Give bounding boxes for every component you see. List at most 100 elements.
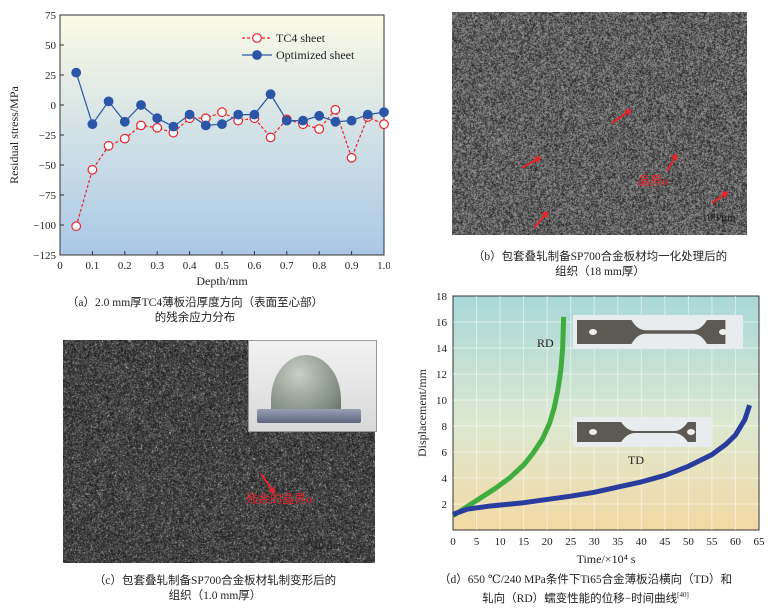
y-tick-label: 25	[45, 70, 57, 82]
data-point-tc4	[346, 152, 357, 163]
data-point-tc4	[265, 132, 276, 143]
x-tick-label: 0.4	[183, 260, 197, 272]
grain-boundary-label: 晶界α	[638, 174, 669, 188]
x-tick-label: 5	[474, 536, 480, 548]
series-label-rd: RD	[537, 336, 554, 350]
caption-a-line2: 的残余应力分布	[154, 312, 236, 324]
data-point-tc4	[119, 133, 130, 144]
x-tick-label: 0.8	[312, 260, 326, 272]
data-point-tc4	[71, 221, 82, 232]
data-point-optimized	[200, 120, 211, 131]
specimen-hole	[589, 329, 597, 335]
x-tick-label: 10	[495, 536, 507, 548]
data-point-optimized	[152, 113, 163, 124]
x-axis-label: Depth/mm	[196, 274, 248, 288]
tensile-specimen	[577, 422, 696, 442]
data-point-tc4	[136, 120, 146, 131]
data-point-optimized	[184, 109, 195, 120]
micrograph-c: 残余的晶界α 10 μm	[63, 340, 377, 563]
x-tick-label: 65	[754, 536, 766, 548]
specimen-hole	[687, 429, 695, 435]
y-tick-label: 0	[51, 100, 57, 112]
legend-marker	[252, 33, 262, 43]
y-tick-label: 75	[45, 10, 57, 22]
y-tick-label: 4	[442, 473, 448, 485]
x-tick-label: 35	[612, 536, 624, 548]
scale-bar-label: 10 μm	[313, 540, 342, 552]
caption-c-line2: 组织（1.0 mm厚）	[168, 590, 262, 602]
plot-area	[59, 14, 385, 256]
x-tick-label: 45	[659, 536, 671, 548]
series-curve-td	[452, 404, 752, 517]
legend-label: TC4 sheet	[276, 31, 326, 45]
data-point-optimized	[281, 115, 292, 126]
x-tick-label: 20	[542, 536, 554, 548]
y-tick-label: −100	[33, 220, 56, 232]
x-tick-label: 0	[450, 536, 456, 548]
series-curve-rd	[451, 316, 567, 518]
x-tick-label: 30	[589, 536, 601, 548]
x-tick-label: 0.5	[215, 260, 229, 272]
data-point-optimized	[233, 109, 244, 120]
y-axis-label: Residual stress/MPa	[7, 85, 21, 183]
data-point-tc4	[87, 164, 98, 175]
data-point-optimized	[249, 109, 260, 120]
x-tick-label: 0.3	[150, 260, 164, 272]
y-tick-label: 14	[436, 343, 448, 355]
data-point-tc4	[330, 104, 341, 115]
x-tick-label: 0.7	[280, 260, 294, 272]
specimen-hole	[589, 429, 597, 435]
data-point-optimized	[168, 121, 179, 132]
data-point-optimized	[330, 116, 341, 127]
caption-d-line2: 轧向（RD）蠕变性能的位移−时间曲线	[482, 592, 678, 605]
y-tick-label: 16	[436, 317, 448, 329]
data-point-optimized	[314, 110, 325, 121]
x-tick-label: 0.2	[118, 260, 132, 272]
y-tick-label: −75	[39, 190, 57, 202]
tensile-specimen	[577, 320, 726, 344]
series-label-td: TD	[628, 453, 644, 467]
data-point-tc4	[217, 107, 227, 118]
caption-d-reference: [40]	[677, 591, 689, 599]
x-tick-label: 0.6	[248, 260, 262, 272]
y-tick-label: 6	[442, 447, 448, 459]
caption-b-line1: （b）包套叠轧制备SP700合金板材均一化处理后的	[472, 251, 728, 263]
data-point-optimized	[265, 89, 276, 100]
caption-a: （a）2.0 mm厚TC4薄板沿厚度方向（表面至心部） 的残余应力分布	[0, 296, 390, 326]
legend-label: Optimized sheet	[276, 48, 355, 62]
x-tick-label: 55	[706, 536, 718, 548]
legend-marker	[252, 50, 262, 60]
caption-b: （b）包套叠轧制备SP700合金板材均一化处理后的 组织（18 mm厚）	[420, 250, 771, 280]
x-tick-label: 15	[518, 536, 530, 548]
data-point-optimized	[136, 100, 146, 110]
x-tick-label: 1.0	[377, 260, 390, 272]
caption-d-line1: （d）650 ℃/240 MPa条件下Ti65合金薄板沿横向（TD）和	[439, 574, 732, 586]
data-point-optimized	[298, 115, 308, 126]
data-point-optimized	[103, 96, 114, 107]
data-point-optimized	[379, 107, 389, 118]
creep-displacement-chart: 0 5 10 15 20 25 30 35 40 45 50 55 60 65 2 4 6 8 10 12 14 16 18…	[415, 291, 766, 566]
data-point-optimized	[71, 67, 82, 78]
data-point-optimized	[87, 119, 98, 130]
y-axis-label: Displacement/mm	[415, 368, 429, 457]
micrograph-b: 晶界α 100 μm	[452, 12, 747, 235]
residual-grain-boundary-label: 残余的晶界α	[246, 492, 313, 506]
base-plate-image	[257, 409, 361, 423]
x-tick-label: 0	[57, 260, 63, 272]
y-tick-label: −125	[33, 250, 56, 262]
data-point-tc4	[103, 140, 114, 151]
y-tick-label: −50	[39, 160, 57, 172]
x-tick-label: 40	[636, 536, 648, 548]
data-point-optimized	[362, 109, 373, 120]
x-tick-label: 0.1	[86, 260, 100, 272]
x-tick-label: 60	[730, 536, 742, 548]
formed-dome-image	[271, 355, 341, 419]
data-point-optimized	[346, 115, 357, 126]
data-point-optimized	[217, 119, 227, 130]
data-point-optimized	[119, 116, 130, 127]
y-tick-label: 12	[436, 369, 447, 381]
specimen-hole	[719, 329, 727, 335]
y-tick-label: 2	[442, 499, 448, 511]
caption-b-line2: 组织（18 mm厚）	[555, 266, 645, 278]
y-tick-label: −25	[39, 130, 57, 142]
